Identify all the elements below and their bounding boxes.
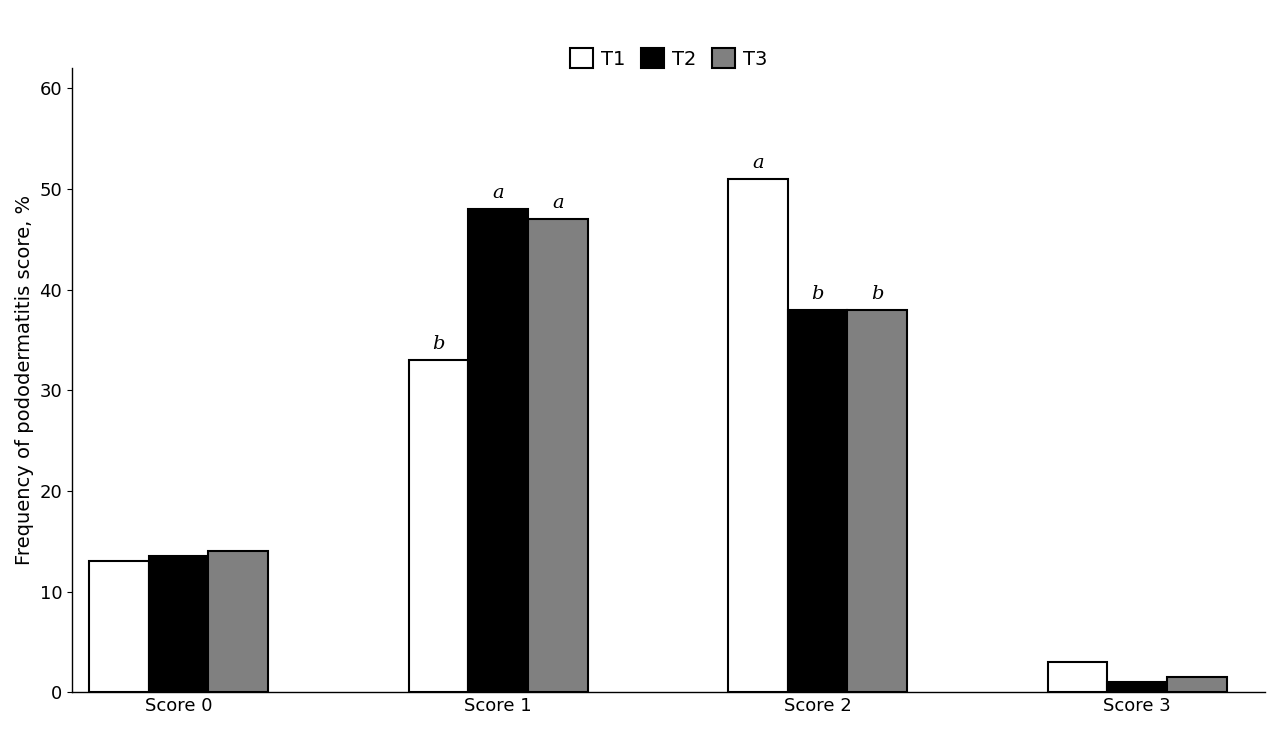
Bar — [468, 209, 527, 692]
Bar — [209, 551, 268, 692]
Text: a: a — [753, 154, 764, 172]
Y-axis label: Frequency of pododermatitis score, %: Frequency of pododermatitis score, % — [15, 195, 35, 565]
Bar — [408, 360, 468, 692]
Text: a: a — [552, 194, 563, 212]
Bar — [1167, 677, 1226, 692]
Bar — [728, 179, 787, 692]
Bar — [1048, 662, 1107, 692]
Bar — [148, 556, 209, 692]
Bar — [1107, 682, 1167, 692]
Text: b: b — [812, 285, 824, 303]
Bar — [787, 310, 847, 692]
Text: a: a — [493, 184, 504, 202]
Bar — [90, 561, 148, 692]
Text: b: b — [870, 285, 883, 303]
Text: b: b — [433, 335, 444, 353]
Bar — [847, 310, 908, 692]
Bar — [527, 219, 588, 692]
Legend: T1, T2, T3: T1, T2, T3 — [562, 40, 776, 77]
